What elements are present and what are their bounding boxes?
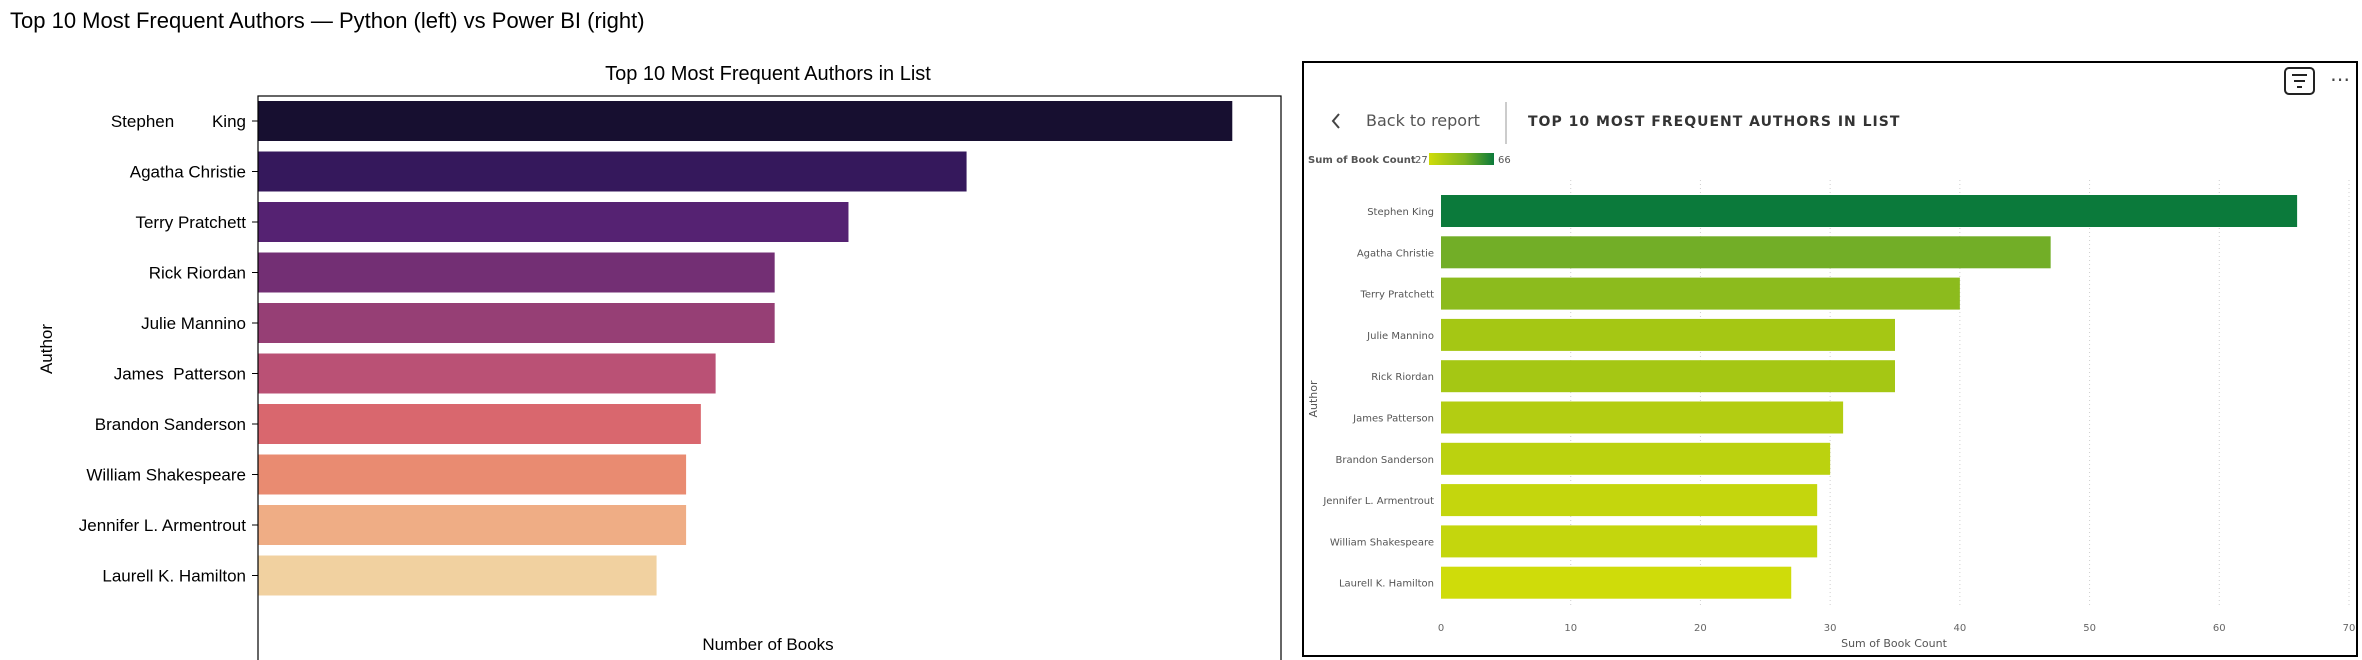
powerbi-y-axis-label: Author xyxy=(1307,380,1320,418)
python-plot-frame xyxy=(257,95,1282,660)
powerbi-bar[interactable] xyxy=(1441,236,2051,269)
python-y-axis-label: Author xyxy=(37,324,56,374)
powerbi-y-tick-label: Laurell K. Hamilton xyxy=(1339,579,1434,590)
powerbi-x-tick-label: 30 xyxy=(1824,623,1837,634)
focus-mode-icon[interactable] xyxy=(2284,67,2315,95)
legend-title: Sum of Book Count xyxy=(1308,155,1416,166)
legend-max: 66 xyxy=(1498,155,1511,166)
powerbi-x-tick-label: 50 xyxy=(2083,623,2096,634)
python-y-tick-label: William Shakespeare xyxy=(86,466,246,485)
back-to-report-label: Back to report xyxy=(1366,111,1480,130)
powerbi-bar[interactable] xyxy=(1441,277,1960,310)
powerbi-bar[interactable] xyxy=(1441,442,1831,475)
powerbi-y-tick-label: Rick Riordan xyxy=(1371,372,1434,383)
python-x-axis-label: Number of Books xyxy=(702,635,833,654)
back-to-report-button[interactable]: Back to report xyxy=(1331,111,1480,130)
powerbi-y-tick-label: James Patterson xyxy=(1352,414,1434,425)
powerbi-bar[interactable] xyxy=(1441,525,1818,558)
python-chart-title: Top 10 Most Frequent Authors in List xyxy=(605,63,931,85)
powerbi-x-tick-label: 10 xyxy=(1564,623,1577,634)
python-bar xyxy=(258,252,775,293)
python-bar xyxy=(258,101,1233,141)
python-y-tick-label: Terry Pratchett xyxy=(135,213,246,232)
python-bar xyxy=(258,505,687,545)
python-y-tick-label: Julie Mannino xyxy=(141,314,246,333)
powerbi-y-tick-label: Brandon Sanderson xyxy=(1335,455,1434,466)
powerbi-y-tick-label: Stephen King xyxy=(1367,207,1434,218)
powerbi-bar[interactable] xyxy=(1441,484,1818,517)
python-bar xyxy=(258,353,716,394)
legend-min: 27 xyxy=(1415,155,1428,166)
powerbi-y-tick-label: Agatha Christie xyxy=(1357,248,1434,259)
python-bar xyxy=(258,202,849,242)
python-bar xyxy=(258,303,775,343)
powerbi-x-tick-label: 70 xyxy=(2343,623,2356,634)
powerbi-bar[interactable] xyxy=(1441,566,1792,599)
powerbi-bar[interactable] xyxy=(1441,318,1895,351)
powerbi-y-tick-label: Terry Pratchett xyxy=(1359,290,1434,301)
powerbi-chart-title: TOP 10 MOST FREQUENT AUTHORS IN LIST xyxy=(1528,114,1900,130)
powerbi-bar[interactable] xyxy=(1441,195,2298,227)
powerbi-x-tick-label: 0 xyxy=(1438,623,1444,634)
powerbi-x-tick-label: 60 xyxy=(2213,623,2226,634)
powerbi-x-tick-label: 20 xyxy=(1694,623,1707,634)
page-title: Top 10 Most Frequent Authors — Python (l… xyxy=(10,8,645,33)
powerbi-y-tick-label: Julie Mannino xyxy=(1366,331,1434,342)
powerbi-bar[interactable] xyxy=(1441,401,1844,434)
powerbi-y-tick-label: William Shakespeare xyxy=(1330,537,1434,548)
python-y-tick-label: Jennifer L. Armentrout xyxy=(79,516,247,535)
python-bar xyxy=(258,555,657,596)
python-bar xyxy=(258,151,967,192)
python-bar-chart: Top 10 Most Frequent Authors in List Ste… xyxy=(37,63,1282,660)
python-bar xyxy=(258,404,701,444)
more-options-icon[interactable]: ⋯ xyxy=(2330,69,2350,91)
python-y-tick-label: Agatha Christie xyxy=(130,163,246,182)
legend-gradient xyxy=(1429,153,1494,165)
powerbi-bar-chart: ⋯ Back to report TOP 10 MOST FREQUENT AU… xyxy=(1307,67,2356,650)
powerbi-y-tick-label: Jennifer L. Armentrout xyxy=(1322,496,1434,507)
powerbi-x-axis-label: Sum of Book Count xyxy=(1841,637,1947,650)
powerbi-bar[interactable] xyxy=(1441,360,1895,393)
python-y-tick-label: James Patterson xyxy=(114,365,246,384)
python-y-tick-label: Laurell K. Hamilton xyxy=(102,567,246,586)
powerbi-x-tick-label: 40 xyxy=(1953,623,1966,634)
python-bar xyxy=(258,454,687,495)
python-y-tick-label: Rick Riordan xyxy=(149,264,246,283)
python-y-tick-label: Stephen King xyxy=(111,112,246,131)
python-y-tick-label: Brandon Sanderson xyxy=(95,415,246,434)
chevron-left-icon xyxy=(1331,113,1340,129)
